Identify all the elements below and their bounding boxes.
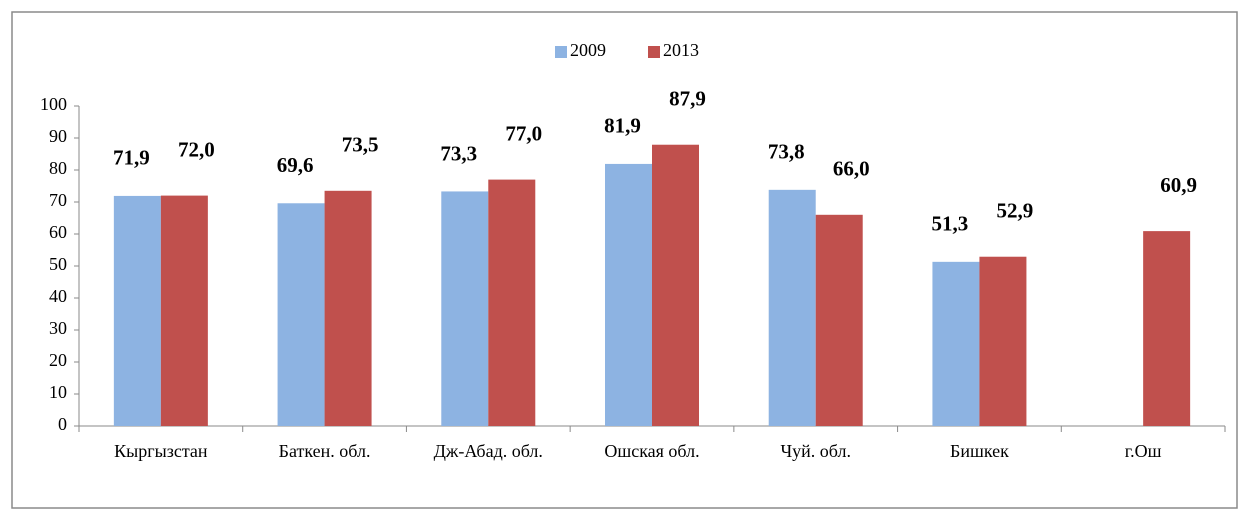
bar [324,190,372,426]
bar [277,203,325,426]
data-label: 66,0 [833,157,870,181]
y-tick-label: 40 [49,286,67,306]
legend-swatch [555,46,567,58]
bar [652,144,699,426]
data-label: 73,3 [440,141,477,165]
data-label: 51,3 [932,212,969,236]
data-label: 52,9 [997,199,1034,223]
bar [979,256,1027,426]
data-label: 73,8 [768,140,805,164]
data-label: 73,5 [342,133,379,157]
y-tick-label: 60 [49,222,67,242]
x-tick-label: Бишкек [949,441,1009,461]
x-label-box: Бишкек [949,441,1009,461]
y-tick-label: 30 [49,318,67,338]
x-tick-label: Кыргызстан [114,441,208,461]
x-label-box: Кыргызстан [114,441,208,461]
x-label-box: Ошская обл. [604,441,700,461]
bar [932,261,980,426]
bar [160,195,208,426]
y-tick-label: 10 [49,382,67,402]
x-label-box: Чуй. обл. [780,441,851,461]
legend-swatch [648,46,660,58]
y-tick-label: 20 [49,350,67,370]
data-label: 60,9 [1160,173,1197,197]
x-tick-label: Ошская обл. [604,441,700,461]
data-label: 87,9 [669,87,706,111]
x-tick-label: Дж-Абад. обл. [433,441,543,461]
x-tick-label: Баткен. обл. [278,441,371,461]
y-tick-label: 100 [40,94,67,114]
legend-label: 2009 [570,40,606,60]
y-tick-label: 0 [58,414,67,434]
bar [768,189,816,426]
data-label: 77,0 [505,121,542,145]
y-tick-label: 90 [49,126,67,146]
x-label-box: Баткен. обл. [278,441,371,461]
x-tick-label: Чуй. обл. [780,441,851,461]
x-label-box: Дж-Абад. обл. [433,441,543,461]
bar [441,191,489,426]
x-label-box: г.Ош [1124,441,1162,461]
data-label: 69,6 [277,153,314,177]
data-label: 72,0 [178,137,215,161]
data-label: 71,9 [113,146,150,170]
y-tick-label: 70 [49,190,67,210]
legend-label: 2013 [663,40,699,60]
y-tick-label: 50 [49,254,67,274]
bar [113,195,161,426]
bar [488,179,536,426]
bar [605,163,652,427]
bar [1143,231,1191,426]
data-label: 81,9 [604,114,641,138]
y-tick-label: 80 [49,158,67,178]
x-tick-label: г.Ош [1124,441,1162,461]
bar [815,214,863,426]
